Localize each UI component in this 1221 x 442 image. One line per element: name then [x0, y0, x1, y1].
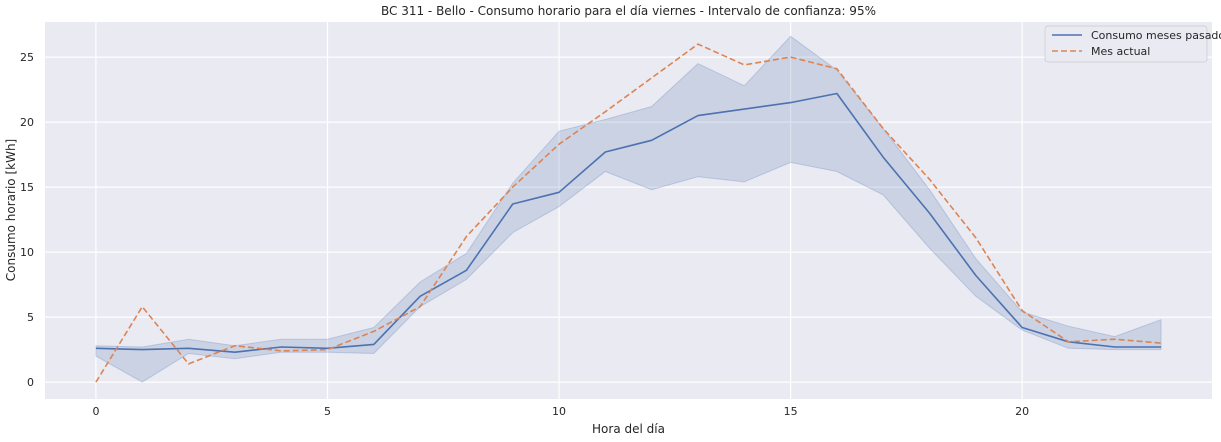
- x-tick-label: 10: [552, 405, 566, 418]
- series-lines: [95, 43, 1162, 383]
- y-axis-label: Consumo horario [kWh]: [4, 139, 18, 281]
- legend: Consumo meses pasados Mes actual: [1044, 25, 1221, 63]
- legend-label-mes-actual: Mes actual: [1091, 45, 1150, 58]
- x-tick-labels: 0 5 10 15 20: [92, 405, 1029, 418]
- x-tick-label: 5: [324, 405, 331, 418]
- y-tick-label: 25: [20, 51, 34, 64]
- plot-background: [45, 22, 1212, 399]
- y-tick-label: 15: [20, 181, 34, 194]
- x-tick-label: 0: [92, 405, 99, 418]
- y-tick-label: 0: [27, 376, 34, 389]
- x-tick-label: 20: [1015, 405, 1029, 418]
- chart-title: BC 311 - Bello - Consumo horario para el…: [381, 4, 876, 18]
- y-tick-labels: 0 5 10 15 20 25: [20, 51, 34, 389]
- series-line-mes-actual: [95, 43, 1162, 383]
- legend-label-consumo: Consumo meses pasados: [1091, 29, 1221, 42]
- x-axis-label: Hora del día: [592, 422, 665, 436]
- y-tick-label: 5: [27, 311, 34, 324]
- legend-box: [1044, 25, 1208, 63]
- x-tick-label: 15: [784, 405, 798, 418]
- y-tick-label: 20: [20, 116, 34, 129]
- y-tick-label: 10: [20, 246, 34, 259]
- series-line-consumo-meses-pasados: [95, 92, 1162, 354]
- grid: [45, 22, 1212, 399]
